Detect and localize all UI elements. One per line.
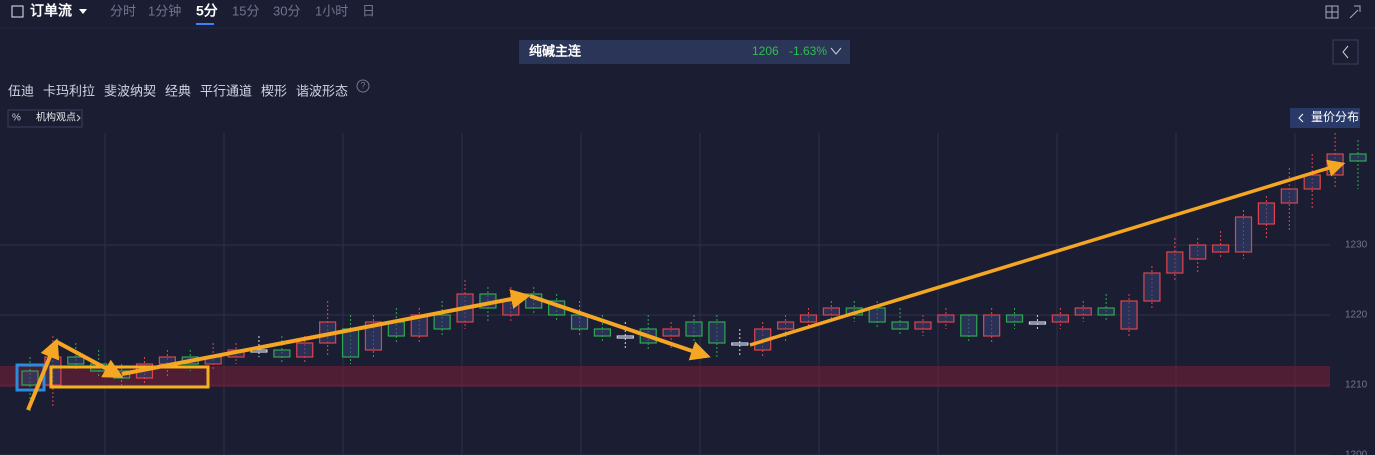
pattern-tool[interactable]: 经典 (165, 83, 191, 98)
candle-body (1028, 321, 1047, 325)
candle-body (296, 342, 314, 358)
symbol-price: 1206 (752, 44, 779, 58)
price-zone (0, 366, 1330, 387)
candle-body (1120, 300, 1138, 330)
candle-body (21, 370, 39, 386)
candle-body (273, 349, 291, 358)
arrow (529, 294, 711, 361)
candle-body (1257, 202, 1276, 225)
candle-body (776, 321, 795, 330)
candle-body (1303, 174, 1321, 190)
candle-body (960, 314, 978, 337)
candle-body (891, 321, 909, 330)
back-button[interactable] (1332, 39, 1359, 65)
symbol-name: 纯碱主连 (529, 43, 582, 58)
chart-icon (11, 5, 24, 18)
candle-body (341, 328, 360, 358)
candle-body (662, 328, 680, 337)
side-button-text: 量价分布 (1311, 110, 1359, 124)
back-icon (1342, 45, 1349, 59)
candle-body (1234, 216, 1253, 253)
pattern-tool[interactable]: 楔形 (261, 83, 287, 98)
candle-body (1074, 307, 1092, 316)
highlight-box (15, 363, 46, 392)
interval-tab[interactable]: 15分 (232, 3, 259, 18)
y-tick-label: 1230 (1345, 240, 1368, 251)
badge-icon: % (12, 113, 21, 124)
candle-body (1212, 244, 1230, 253)
candle-body (914, 321, 932, 330)
pattern-tool[interactable]: 谐波形态 (296, 83, 348, 98)
badge-text: 机构观点 (36, 111, 76, 124)
y-tick-label: 1210 (1345, 380, 1368, 391)
candle-body (1189, 244, 1207, 260)
highlight-box (49, 365, 210, 389)
arrow (26, 338, 60, 411)
arrow (121, 289, 531, 376)
candle-body (685, 321, 703, 337)
candle-body (502, 300, 520, 316)
candle-body (731, 342, 749, 346)
candle-body (708, 321, 726, 344)
candle-body (433, 314, 451, 330)
annotations (26, 159, 1346, 411)
candle-body (67, 356, 85, 365)
badge-caret (76, 114, 81, 122)
help-mark: ? (360, 80, 365, 90)
app-title[interactable]: 订单流 (30, 3, 72, 19)
pattern-tool[interactable]: 伍迪 (8, 83, 34, 98)
candle-body (1166, 251, 1184, 274)
candle-body (1143, 272, 1161, 302)
candle-body (822, 307, 840, 316)
interval-tab[interactable]: 分时 (110, 3, 136, 18)
candle-body (570, 314, 589, 330)
candle-body (1097, 307, 1115, 316)
candle-body (593, 328, 612, 337)
candle-body (1051, 314, 1069, 323)
interval-tab[interactable]: 1分钟 (148, 3, 181, 18)
interval-tab[interactable]: 1小时 (315, 3, 348, 18)
pattern-tool[interactable]: 卡玛利拉 (43, 83, 95, 98)
interval-tab[interactable]: 30分 (273, 3, 300, 18)
side-button[interactable] (1290, 108, 1360, 128)
y-tick-label: 1220 (1345, 310, 1368, 321)
arrow (56, 340, 124, 378)
candle-body (1349, 153, 1367, 162)
symbol-change: -1.63% (789, 44, 827, 58)
pattern-tool[interactable]: 平行通道 (200, 83, 252, 98)
candle-body (983, 314, 1001, 337)
y-tick-label: 1200 (1345, 450, 1368, 455)
candle-body (868, 307, 886, 323)
candle-body (616, 335, 634, 339)
symbol-bar[interactable] (519, 40, 850, 64)
interval-tab[interactable]: 日 (362, 3, 375, 18)
candle-body (799, 314, 818, 323)
pattern-tool[interactable]: 斐波纳契 (104, 83, 156, 98)
candle-body (1005, 314, 1024, 323)
dropdown-caret[interactable] (79, 9, 87, 14)
badge-box[interactable] (7, 109, 83, 128)
collapse-icon[interactable] (1349, 5, 1361, 19)
help-icon[interactable] (356, 79, 370, 93)
interval-tab[interactable]: 5分 (196, 3, 218, 19)
side-button-caret (1298, 113, 1304, 123)
candle-body (364, 321, 383, 351)
arrow (749, 159, 1346, 347)
candle-body (1280, 188, 1298, 204)
candle-body (937, 314, 955, 323)
symbol-caret[interactable] (830, 47, 842, 55)
